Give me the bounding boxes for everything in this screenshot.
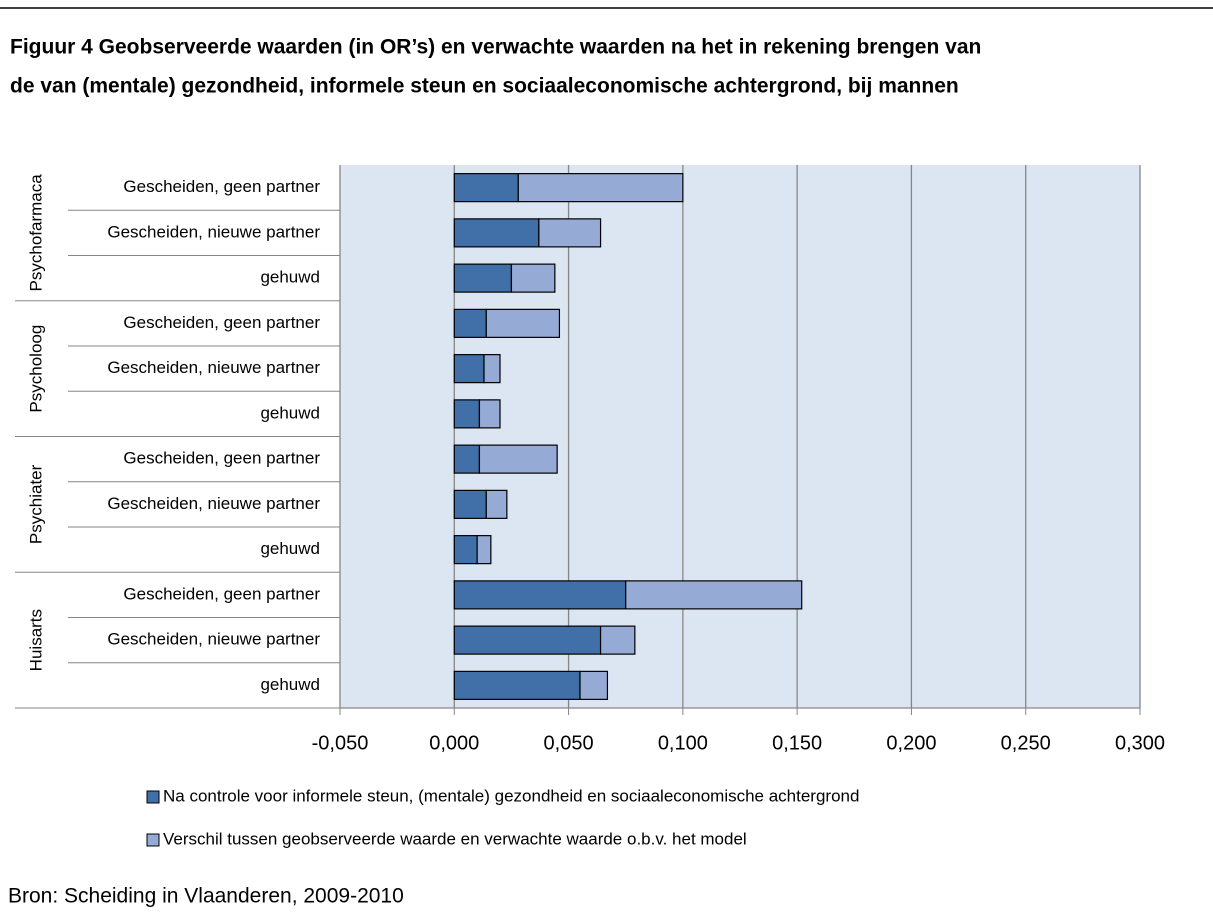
group-label: Huisarts <box>26 609 45 671</box>
source: Bron: Scheiding in Vlaanderen, 2009-2010 <box>8 885 404 908</box>
legend-swatch <box>146 833 160 847</box>
plot-area <box>340 165 1140 708</box>
chart-title: Figuur 4 Geobserveerde waarden (in OR’s)… <box>10 36 981 59</box>
category-label: gehuwd <box>260 268 320 287</box>
bar-segment <box>453 489 487 519</box>
x-tick-label: -0,050 <box>312 732 369 754</box>
category-label: Gescheiden, geen partner <box>123 313 320 332</box>
x-tick-label: 0,000 <box>429 732 479 754</box>
x-tick-label: 0,250 <box>1001 732 1051 754</box>
bar-segment <box>538 218 602 248</box>
bar-segment <box>453 354 485 384</box>
bar-segment <box>453 580 627 610</box>
x-tick-label: 0,150 <box>772 732 822 754</box>
category-label: Gescheiden, nieuwe partner <box>107 358 320 377</box>
bar-segment <box>453 263 513 293</box>
group-label: Psychiater <box>26 464 45 544</box>
chart-title: de van (mentale) gezondheid, informele s… <box>10 75 959 98</box>
legend-swatch <box>146 790 160 804</box>
category-label: Gescheiden, geen partner <box>123 584 320 603</box>
bar-segment <box>453 218 540 248</box>
category-label: gehuwd <box>260 675 320 694</box>
bar-segment <box>453 670 581 700</box>
x-tick-label: 0,100 <box>658 732 708 754</box>
bar-segment <box>510 263 556 293</box>
bar-segment <box>453 444 481 474</box>
legend-label: Na controle voor informele steun, (menta… <box>163 786 859 805</box>
bar-segment <box>478 444 558 474</box>
bar-segment <box>476 535 492 565</box>
bar-segment <box>485 308 561 338</box>
bar-segment <box>453 535 478 565</box>
category-label: Gescheiden, nieuwe partner <box>107 494 320 513</box>
category-label: Gescheiden, geen partner <box>123 177 320 196</box>
bar-segment <box>453 399 481 429</box>
bar-segment <box>579 670 609 700</box>
category-label: Gescheiden, geen partner <box>123 449 320 468</box>
group-label: Psycholoog <box>26 325 45 413</box>
bar-segment <box>478 399 501 429</box>
bar-segment <box>483 354 501 384</box>
x-tick-label: 0,200 <box>886 732 936 754</box>
x-tick-label: 0,300 <box>1115 732 1165 754</box>
bar-segment <box>599 625 636 655</box>
category-label: gehuwd <box>260 539 320 558</box>
bar-segment <box>625 580 803 610</box>
category-label: Gescheiden, nieuwe partner <box>107 630 320 649</box>
x-tick-label: 0,050 <box>544 732 594 754</box>
legend-label: Verschil tussen geobserveerde waarde en … <box>163 829 747 848</box>
category-label: gehuwd <box>260 403 320 422</box>
bar-segment <box>485 489 508 519</box>
category-label: Gescheiden, nieuwe partner <box>107 222 320 241</box>
bar-segment <box>453 625 602 655</box>
bar-segment <box>517 173 684 203</box>
group-label: Psychofarmaca <box>26 174 45 292</box>
bar-segment <box>453 308 487 338</box>
bar-segment <box>453 173 519 203</box>
